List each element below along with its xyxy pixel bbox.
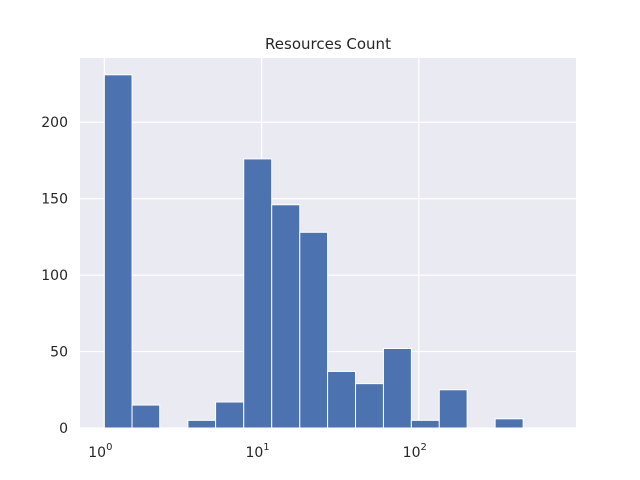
x-tick-label: 100 [88, 442, 112, 461]
bar [355, 383, 384, 429]
y-tick-label: 50 [50, 345, 68, 361]
y-tick-label: 150 [41, 192, 68, 208]
y-tick-label: 200 [41, 115, 68, 131]
bar [103, 74, 133, 429]
bar [494, 418, 524, 429]
y-tick-labels: 0 50 100 150 200 [41, 115, 68, 437]
chart-title: Resources Count [265, 35, 391, 53]
x-tick-label: 101 [245, 442, 269, 461]
bar [187, 419, 217, 429]
y-tick-label: 100 [41, 268, 68, 284]
bar [215, 401, 245, 429]
bar [243, 158, 273, 429]
bar [327, 370, 357, 429]
bars [103, 74, 524, 429]
x-tick-labels: 100 101 102 [88, 442, 427, 461]
bar [271, 204, 301, 429]
x-tick-label: 102 [403, 442, 427, 461]
bar [410, 419, 440, 429]
y-tick-label: 0 [59, 421, 68, 437]
bar [438, 389, 468, 429]
bar [299, 231, 329, 429]
bar [382, 347, 412, 429]
bar [131, 404, 161, 429]
